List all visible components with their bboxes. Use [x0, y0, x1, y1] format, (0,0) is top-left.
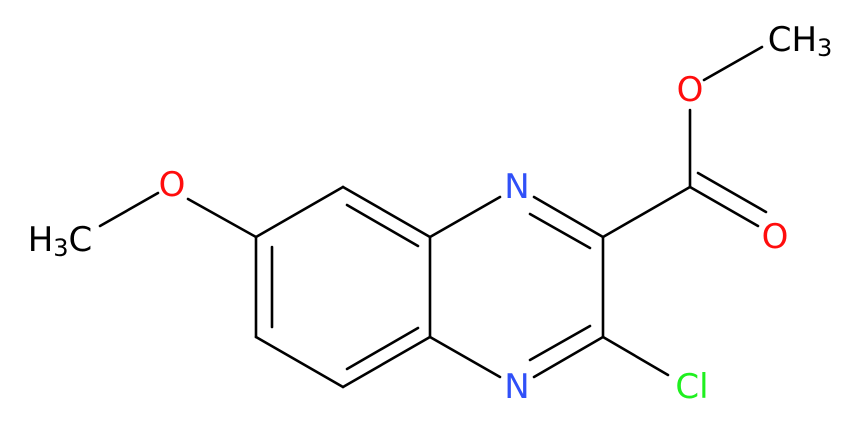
- bond: [532, 195, 605, 239]
- atom-text: H: [28, 220, 54, 260]
- atom-label: O: [159, 165, 186, 205]
- atom-label: O: [762, 217, 789, 257]
- bond: [702, 45, 764, 82]
- atom-label: CH3: [768, 20, 833, 62]
- atom-label: O: [677, 70, 704, 110]
- atom-text: C: [69, 220, 93, 260]
- bond: [528, 324, 592, 362]
- bond: [98, 191, 160, 228]
- bonds: [98, 45, 768, 389]
- bond: [345, 326, 420, 371]
- bond: [428, 335, 502, 379]
- bond: [601, 335, 670, 377]
- bond: [601, 185, 692, 239]
- atom-label: Cl: [675, 367, 708, 407]
- bond: [345, 203, 420, 248]
- bond: [341, 335, 432, 389]
- bond: [254, 185, 345, 239]
- atom-label: H3C: [28, 220, 93, 262]
- atom-subscript: 3: [817, 34, 832, 62]
- bond: [341, 185, 432, 239]
- atom-label: N: [504, 367, 529, 407]
- atom-subscript: 3: [53, 234, 68, 262]
- atom-label: N: [504, 167, 529, 207]
- bond: [428, 195, 502, 239]
- bond: [532, 335, 605, 379]
- bond: [254, 335, 345, 389]
- bond: [696, 171, 768, 214]
- bond: [528, 212, 592, 250]
- atom-text: CH: [768, 20, 817, 60]
- bond: [186, 197, 258, 239]
- bond: [688, 185, 760, 228]
